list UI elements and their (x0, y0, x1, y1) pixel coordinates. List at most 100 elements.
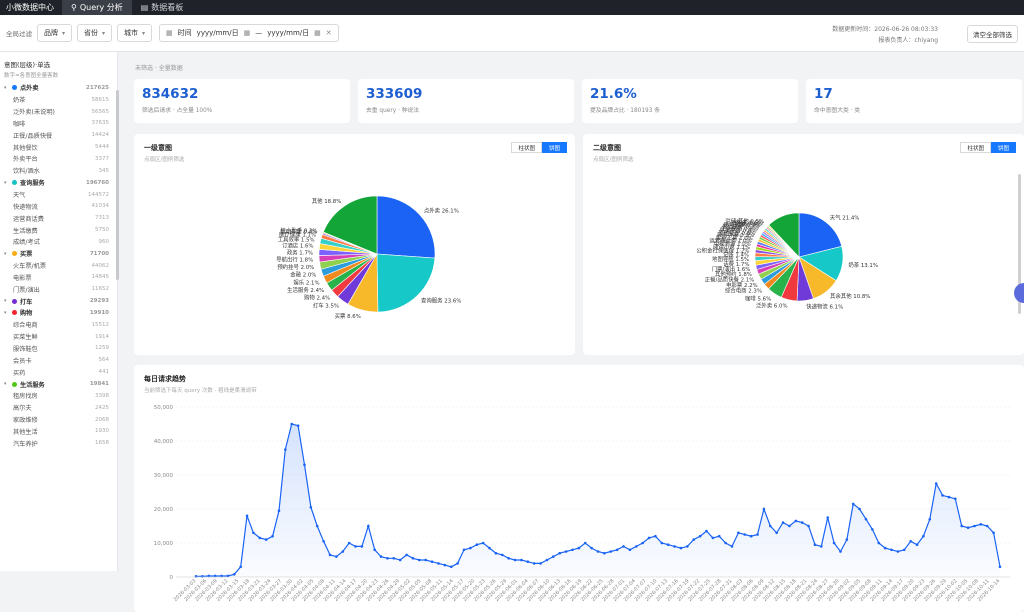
daily-trend-chart[interactable]: 010,00020,00030,00040,00050,0002026-03-0… (134, 365, 1024, 612)
trend-point[interactable] (992, 531, 995, 535)
sidebar-item[interactable]: 门票/演出 11652 (0, 283, 117, 295)
trend-point[interactable] (469, 546, 472, 550)
trend-point[interactable] (615, 548, 619, 552)
trend-point[interactable] (437, 562, 440, 565)
trend-point[interactable] (341, 550, 345, 553)
caret-icon[interactable]: ▾ (4, 381, 7, 388)
trend-point[interactable] (883, 546, 887, 550)
pie-slice[interactable] (798, 212, 843, 258)
sidebar-item[interactable]: 咖啡 37635 (0, 118, 117, 130)
trend-point[interactable] (558, 551, 562, 555)
trend-point[interactable] (660, 541, 664, 545)
sidebar-item[interactable]: 服饰鞋包 1259 (0, 343, 117, 355)
sidebar-category[interactable]: ▾ 买票 71700 (0, 248, 117, 260)
trend-point[interactable] (296, 424, 300, 427)
trend-point[interactable] (813, 543, 817, 546)
trend-point[interactable] (526, 560, 530, 563)
tab-dashboard[interactable]: ▤ 数据看板 (132, 0, 193, 15)
assistant-badge[interactable] (1014, 283, 1024, 303)
trend-point[interactable] (507, 557, 510, 560)
caret-icon[interactable]: ▾ (4, 298, 7, 305)
trend-point[interactable] (749, 534, 753, 538)
trend-point[interactable] (966, 526, 970, 529)
trend-point[interactable] (258, 536, 262, 540)
date-start-input[interactable]: yyyy/mm/日 (196, 29, 239, 37)
trend-point[interactable] (475, 543, 479, 546)
pie-slice[interactable] (322, 195, 378, 255)
pie-slice[interactable] (768, 212, 800, 258)
trend-point[interactable] (392, 557, 396, 560)
trend-point[interactable] (737, 531, 740, 535)
trend-point[interactable] (322, 540, 325, 543)
city-select[interactable]: 城市 ▾ (117, 24, 153, 42)
trend-point[interactable] (717, 534, 721, 538)
trend-point[interactable] (443, 563, 447, 567)
trend-point[interactable] (781, 521, 785, 524)
trend-point[interactable] (851, 502, 855, 506)
province-select[interactable]: 省份 ▾ (77, 24, 113, 42)
sidebar-item[interactable]: 其他生活 1930 (0, 425, 117, 437)
sidebar-item[interactable]: 饮料/酒水 345 (0, 165, 117, 177)
trend-point[interactable] (832, 541, 836, 545)
caret-icon[interactable]: ▾ (4, 84, 7, 91)
trend-point[interactable] (335, 555, 338, 558)
trend-point[interactable] (666, 543, 670, 546)
sidebar-item[interactable]: 租房找房 3398 (0, 390, 117, 402)
trend-point[interactable] (947, 495, 951, 499)
trend-point[interactable] (488, 546, 491, 550)
sidebar-category[interactable]: ▾ 查询服务 196760 (0, 177, 117, 189)
trend-point[interactable] (462, 548, 466, 552)
bar-chart-button[interactable]: 柱状图 (960, 142, 991, 153)
trend-point[interactable] (800, 521, 804, 524)
sidebar-item[interactable]: 买药 441 (0, 366, 117, 378)
trend-point[interactable] (686, 545, 689, 548)
trend-point[interactable] (481, 541, 485, 545)
bar-chart-button[interactable]: 柱状图 (511, 142, 542, 153)
trend-point[interactable] (915, 543, 919, 546)
sidebar-category[interactable]: ▾ 生活服务 19841 (0, 378, 117, 390)
trend-point[interactable] (430, 560, 434, 563)
trend-point[interactable] (564, 550, 568, 553)
sidebar-item[interactable]: 火车票/机票 44062 (0, 260, 117, 272)
brand-select[interactable]: 品牌 ▾ (37, 24, 73, 42)
trend-point[interactable] (545, 558, 549, 562)
trend-point[interactable] (788, 524, 791, 528)
trend-point[interactable] (928, 517, 932, 521)
tab-query-analysis[interactable]: ⚲ Query 分析 (62, 0, 132, 15)
trend-point[interactable] (571, 548, 574, 552)
trend-point[interactable] (654, 534, 657, 538)
sidebar-item[interactable]: 外卖平台 3377 (0, 153, 117, 165)
trend-point[interactable] (794, 519, 798, 523)
trend-point[interactable] (698, 534, 702, 538)
trend-point[interactable] (232, 572, 236, 576)
caret-icon[interactable]: ▾ (4, 250, 7, 257)
trend-point[interactable] (309, 506, 313, 509)
trend-point[interactable] (890, 548, 893, 552)
trend-point[interactable] (264, 538, 268, 541)
trend-point[interactable] (532, 562, 536, 565)
clear-all-filters-button[interactable]: 清空全部筛选 (967, 25, 1018, 43)
trend-point[interactable] (354, 545, 357, 548)
trend-point[interactable] (552, 555, 555, 558)
trend-point[interactable] (622, 545, 625, 548)
trend-point[interactable] (609, 550, 613, 553)
sidebar-item[interactable]: 运营商话费 7313 (0, 212, 117, 224)
clear-icon[interactable]: ✕ (325, 29, 332, 37)
trend-point[interactable] (634, 545, 638, 548)
trend-point[interactable] (449, 565, 453, 569)
trend-point[interactable] (909, 540, 912, 543)
trend-point[interactable] (373, 548, 376, 552)
trend-point[interactable] (902, 548, 906, 552)
pie-chart-level1[interactable]: 点外卖 26.1% 查询服务 23.6% 买票 8.6% 打车 3.5%购物 2.4%… (134, 134, 575, 355)
trend-point[interactable] (871, 528, 874, 531)
trend-point[interactable] (743, 533, 747, 536)
trend-point[interactable] (756, 533, 759, 536)
trend-point[interactable] (973, 524, 976, 528)
date-range-picker[interactable]: ▦ 时间 yyyy/mm/日 ▦ — yyyy/mm/日 ▦ ✕ (159, 24, 339, 42)
trend-point[interactable] (577, 546, 581, 550)
sidebar-item[interactable]: 其他餐饮 5444 (0, 141, 117, 153)
trend-point[interactable] (303, 463, 306, 467)
trend-point[interactable] (864, 517, 868, 521)
sidebar-item[interactable]: 汽车养护 1658 (0, 437, 117, 449)
trend-point[interactable] (411, 557, 415, 560)
